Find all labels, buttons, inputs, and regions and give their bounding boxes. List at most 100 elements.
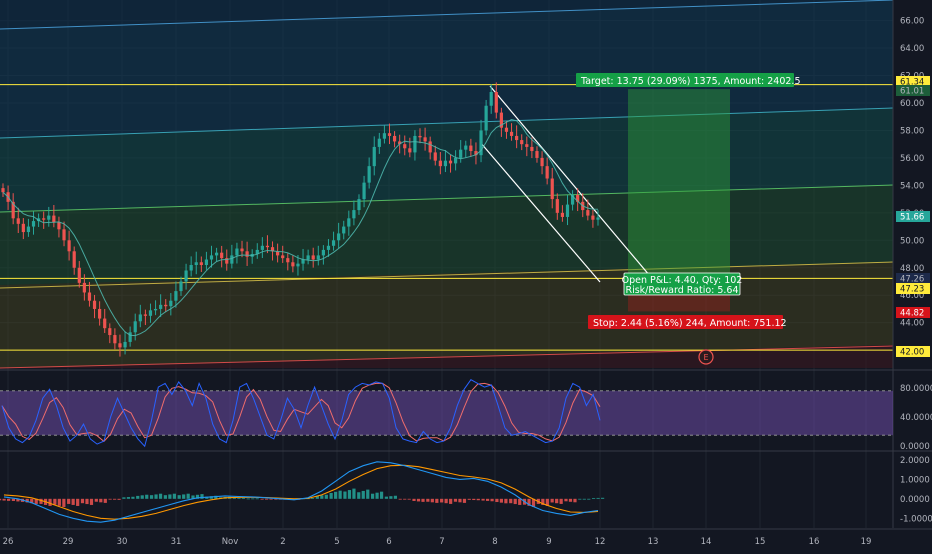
candle-body	[113, 335, 117, 344]
stochastic-tick-label: 0.0000	[900, 442, 930, 452]
trend-channel-upper[interactable]	[489, 85, 656, 283]
price-pane[interactable]: Target: 13.75 (29.09%) 1375, Amount: 240…	[0, 0, 894, 528]
macd-histogram-bar	[71, 498, 75, 505]
macd-histogram-bar	[186, 493, 190, 499]
macd-histogram-bar	[315, 495, 319, 499]
macd-histogram-bar	[241, 497, 246, 499]
macd-histogram-bar	[191, 495, 195, 499]
time-tick-label: Nov	[222, 537, 239, 547]
stochastic-pane[interactable]: 80.0000 40.0000 0.0000	[0, 369, 932, 452]
ma-line	[2, 118, 599, 337]
macd-histogram-bar	[108, 498, 112, 500]
earnings-marker-letter: E	[703, 353, 708, 362]
channel-line[interactable]	[0, 184, 894, 213]
target-label-text: Target: 13.75 (29.09%) 1375, Amount: 240…	[580, 76, 801, 87]
price-axis-badge	[896, 307, 930, 318]
macd-histogram-bar	[76, 498, 80, 506]
time-tick-label: 13	[648, 537, 659, 547]
macd-histogram-bar	[449, 498, 453, 504]
candle-body	[509, 131, 514, 136]
price-axis-badge-text: 47.26	[900, 275, 924, 285]
candle-body	[16, 218, 20, 224]
candle-body	[586, 210, 590, 216]
time-tick-label: 30	[117, 537, 128, 547]
stochastic-tick-label: 40.0000	[900, 413, 932, 423]
macd-histogram-bar	[149, 495, 154, 499]
macd-histogram-bar	[370, 493, 375, 499]
candle-body	[281, 255, 285, 259]
candle-body	[525, 144, 529, 147]
macd-histogram-bar	[555, 498, 559, 504]
candle-body	[367, 166, 371, 183]
price-tick-label: 50.00	[900, 236, 924, 246]
candle-body	[72, 251, 76, 268]
candle-body	[418, 135, 422, 138]
candle-body	[448, 160, 453, 164]
candle-body	[489, 92, 493, 106]
candle-body	[52, 215, 56, 223]
moving-average	[2, 118, 599, 337]
macd-histogram-bar	[550, 498, 554, 503]
macd-histogram-bar	[426, 498, 430, 502]
price-axis-badge	[896, 76, 930, 87]
macd-histogram-bar	[458, 498, 462, 503]
candle-body	[443, 160, 448, 167]
candle-body	[62, 229, 66, 241]
macd-histogram-bar	[559, 498, 563, 504]
time-tick-label: 19	[861, 537, 872, 547]
position-target-zone[interactable]	[628, 89, 730, 278]
macd-histogram-bar	[154, 494, 158, 499]
earnings-marker-circle[interactable]	[698, 349, 714, 365]
macd-histogram-bar	[85, 498, 89, 505]
time-tick-label: 29	[63, 537, 74, 547]
macd-histogram-bar	[182, 494, 186, 499]
price-tick-label: 54.00	[900, 181, 924, 191]
candle-body	[301, 259, 305, 264]
price-axis-badge	[896, 283, 930, 294]
candle-body	[225, 258, 229, 264]
time-tick-label: 5	[334, 537, 339, 547]
candle-body	[403, 144, 407, 149]
candle-body	[296, 263, 300, 267]
macd-histogram-bar	[99, 498, 103, 503]
macd-histogram-bar	[527, 498, 531, 506]
candle-body	[550, 178, 554, 200]
macd-tick-label: -1.0000	[900, 514, 932, 524]
earnings-marker[interactable]: E	[698, 349, 714, 365]
macd-histogram-bar	[481, 498, 485, 501]
macd-histogram-bar	[122, 497, 126, 499]
candle-body	[423, 137, 427, 142]
macd-pane[interactable]: 2.0000 1.0000 0.0000 -1.0000	[0, 450, 932, 524]
macd-histogram-bar	[237, 498, 241, 499]
channel-line[interactable]	[0, 0, 894, 30]
macd-histogram-bar	[140, 495, 144, 499]
candle-body	[311, 255, 315, 260]
candle-body	[164, 304, 168, 307]
channel-line[interactable]	[0, 107, 894, 139]
macd-histogram-bar	[329, 492, 333, 499]
macd-histogram-bar	[30, 498, 34, 504]
candle-body	[545, 166, 549, 179]
price-axis-badge-text: 44.82	[900, 309, 924, 319]
price-axis-badge-text: 51.66	[900, 213, 924, 223]
macd-histogram-bar	[389, 496, 393, 499]
macd-histogram-bar	[338, 490, 342, 499]
macd-histogram-bar	[145, 494, 149, 499]
candle-body	[174, 291, 178, 301]
stochastic-k-line	[1, 379, 601, 448]
price-axis-badge	[896, 346, 930, 357]
trend-channel-lower[interactable]	[479, 141, 601, 283]
regression-zones	[0, 0, 894, 369]
price-axis-badge-text: 61.34	[900, 78, 924, 88]
candle-body	[47, 215, 51, 220]
candle-body	[184, 270, 188, 282]
macd-histogram-bar	[62, 498, 66, 507]
channel-line[interactable]	[0, 261, 894, 289]
candle-body	[128, 332, 132, 342]
candle-body	[118, 343, 122, 348]
macd-histogram-bar	[2, 498, 6, 501]
time-axis[interactable]: 26 29 30 31 Nov 2 5 6 7 8 9 12 13 14 15 16 19	[0, 528, 932, 547]
